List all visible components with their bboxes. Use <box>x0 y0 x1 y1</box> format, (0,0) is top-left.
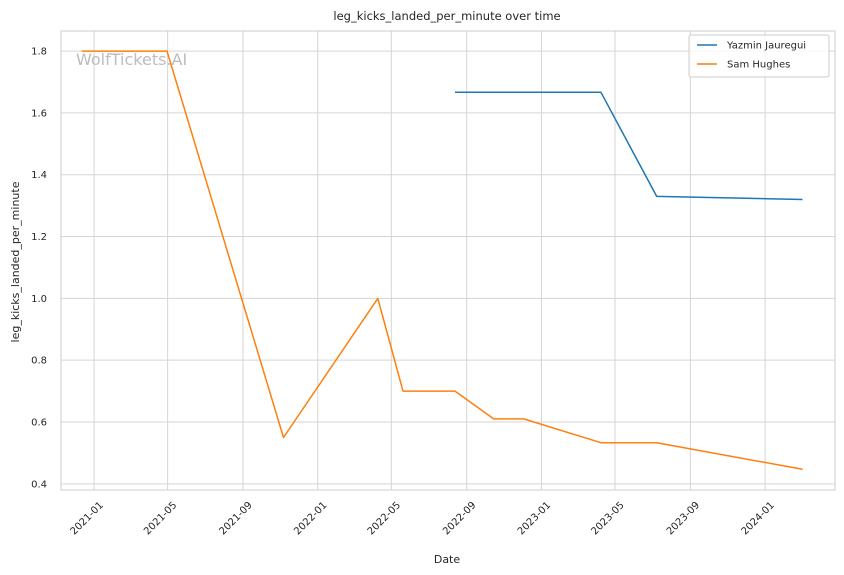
y-tick-label: 1.6 <box>31 108 47 119</box>
grid-lines <box>61 31 835 490</box>
plot-background <box>61 31 835 490</box>
y-tick-label: 0.8 <box>31 356 47 367</box>
y-tick-label: 1.0 <box>31 294 47 305</box>
chart-title: leg_kicks_landed_per_minute over time <box>333 9 560 23</box>
y-tick-label: 1.8 <box>31 47 47 58</box>
x-tick-label: 2022-09 <box>441 500 478 537</box>
x-tick-label: 2023-01 <box>516 500 553 537</box>
legend-label: Yazmin Jauregui <box>726 41 806 52</box>
plot-border <box>60 30 836 491</box>
x-tick-label: 2021-01 <box>69 500 106 537</box>
x-tick-label: 2021-05 <box>142 500 179 537</box>
y-axis-ticks: 0.4 0.6 0.8 1.0 1.2 1.4 1.6 1.8 <box>31 47 47 491</box>
x-axis-label: Date <box>434 553 461 566</box>
legend: Yazmin Jauregui Sam Hughes <box>688 34 830 78</box>
x-tick-label: 2022-05 <box>366 500 403 537</box>
y-tick-label: 1.4 <box>31 170 47 181</box>
y-tick-label: 1.2 <box>31 232 47 243</box>
y-tick-label: 0.6 <box>31 418 47 429</box>
series-layer <box>81 50 803 471</box>
x-tick-label: 2023-09 <box>665 500 702 537</box>
x-tick-label: 2024-01 <box>740 500 777 537</box>
y-axis-label: leg_kicks_landed_per_minute <box>9 181 22 342</box>
watermark-text: WolfTickets.AI <box>76 50 187 69</box>
x-axis-ticks: 2021-01 2021-05 2021-09 2022-01 2022-05 2022-… <box>69 500 777 537</box>
series-line-0 <box>455 91 803 201</box>
plot-frame <box>60 30 836 491</box>
x-tick-label: 2021-09 <box>217 500 254 537</box>
x-tick-label: 2022-01 <box>292 500 329 537</box>
x-tick-label: 2023-05 <box>589 500 626 537</box>
legend-box <box>688 34 830 78</box>
series-line-1 <box>81 50 803 471</box>
legend-label: Sam Hughes <box>727 60 790 71</box>
plot-area <box>61 31 835 490</box>
y-tick-label: 0.4 <box>31 479 47 490</box>
